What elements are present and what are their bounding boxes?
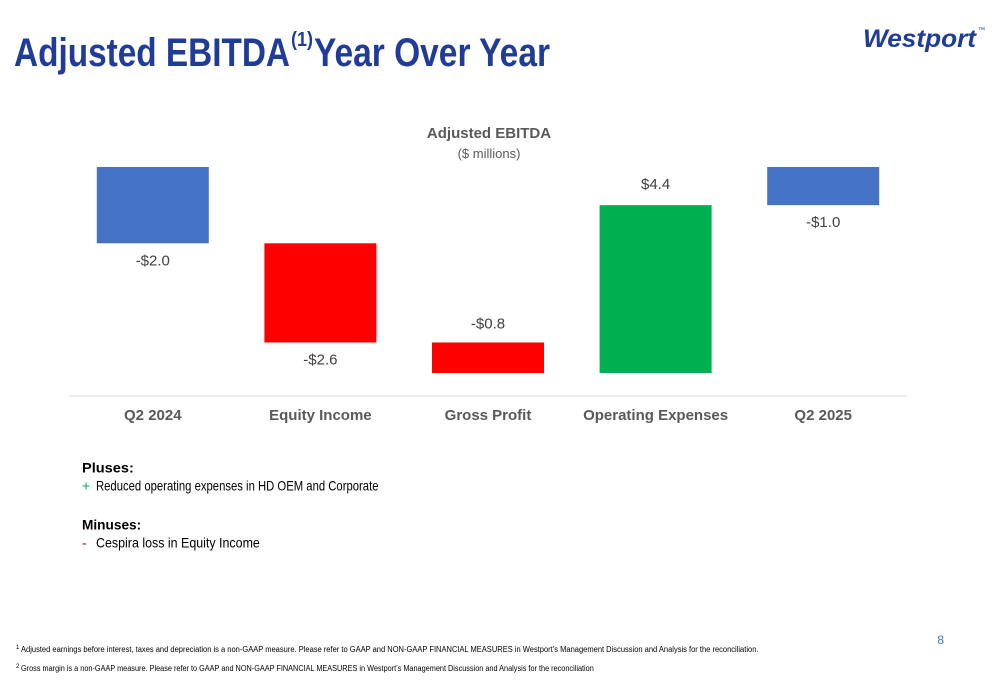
- title-superscript: (1): [291, 29, 313, 51]
- footnote-text: Adjusted earnings before interest, taxes…: [21, 645, 758, 654]
- data-label: $4.4: [641, 176, 670, 193]
- data-label: -$0.8: [471, 315, 505, 332]
- x-tick-label: Equity Income: [269, 407, 372, 424]
- bullet-text: Cespira loss in Equity Income: [96, 535, 260, 551]
- x-tick-label: Operating Expenses: [583, 407, 728, 424]
- footnotes: 1 Adjusted earnings before interest, taxe…: [16, 645, 758, 673]
- page-number: 8: [937, 633, 944, 647]
- bar: [767, 167, 880, 206]
- bar: [96, 167, 209, 244]
- logo-mark: ™: [978, 27, 985, 34]
- data-label: -$2.0: [136, 252, 170, 269]
- title-rest: Year Over Year: [314, 31, 550, 75]
- chart-subtitle: ($ millions): [458, 146, 521, 161]
- x-tick-label: Q2 2025: [794, 407, 852, 424]
- bullet-marker: +: [82, 478, 90, 494]
- notes: Pluses: + Reduced operating expenses in HD…: [82, 460, 379, 551]
- footnote-mark: 2: [16, 664, 20, 670]
- bullet-text: Reduced operating expenses in HD OEM and…: [96, 478, 379, 494]
- note-heading: Minuses:: [82, 517, 141, 533]
- logo: Westport: [863, 25, 978, 53]
- data-label: -$1.0: [806, 214, 840, 231]
- title-main: Adjusted EBITDA: [14, 31, 290, 75]
- footnote-mark: 1: [16, 645, 20, 651]
- footnote-text: Gross margin is a non-GAAP measure. Plea…: [21, 664, 594, 673]
- bullet-marker: -: [82, 535, 87, 551]
- bar: [432, 342, 544, 373]
- data-label: -$2.6: [303, 351, 337, 368]
- note-heading: Pluses:: [82, 460, 134, 476]
- bar: [599, 205, 712, 373]
- x-tick-label: Q2 2024: [124, 407, 182, 424]
- bar: [264, 243, 377, 343]
- x-tick-label: Gross Profit: [445, 407, 532, 424]
- chart-title: Adjusted EBITDA: [427, 125, 551, 142]
